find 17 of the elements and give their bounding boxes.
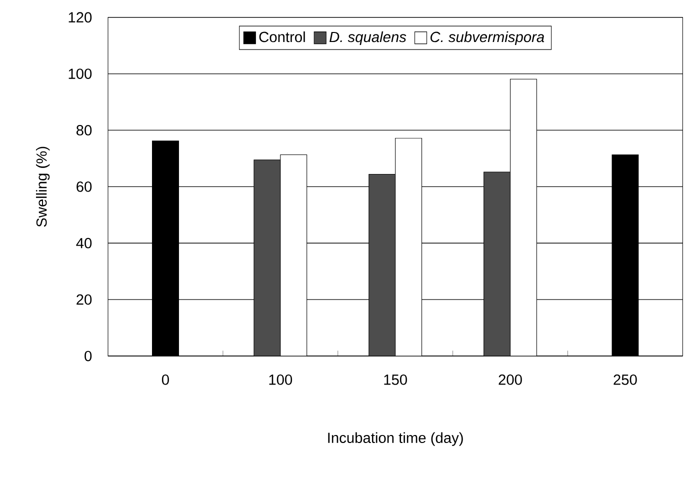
legend-label: D. squalens (330, 31, 406, 46)
y-tick-label: 80 (76, 125, 92, 136)
y-tick-label: 120 (68, 12, 92, 23)
y-tick-label: 20 (76, 294, 92, 305)
y-tick-label: 40 (76, 238, 92, 248)
legend-label: Control (259, 31, 305, 42)
x-tick-label: 0 (162, 374, 169, 385)
x-axis-title: Incubation time (day) (328, 432, 463, 446)
y-tick-label: 60 (76, 181, 92, 192)
y-tick-label: 100 (68, 68, 92, 79)
y-tick-label: 0 (84, 350, 92, 362)
legend-label: C. subvermispora (430, 31, 544, 46)
x-tick-label: 250 (614, 374, 637, 385)
x-tick-label: 150 (384, 374, 407, 385)
y-axis-title: Swelling (%) (36, 146, 50, 227)
x-tick-label: 100 (269, 374, 292, 385)
x-tick-label: 200 (498, 374, 522, 385)
